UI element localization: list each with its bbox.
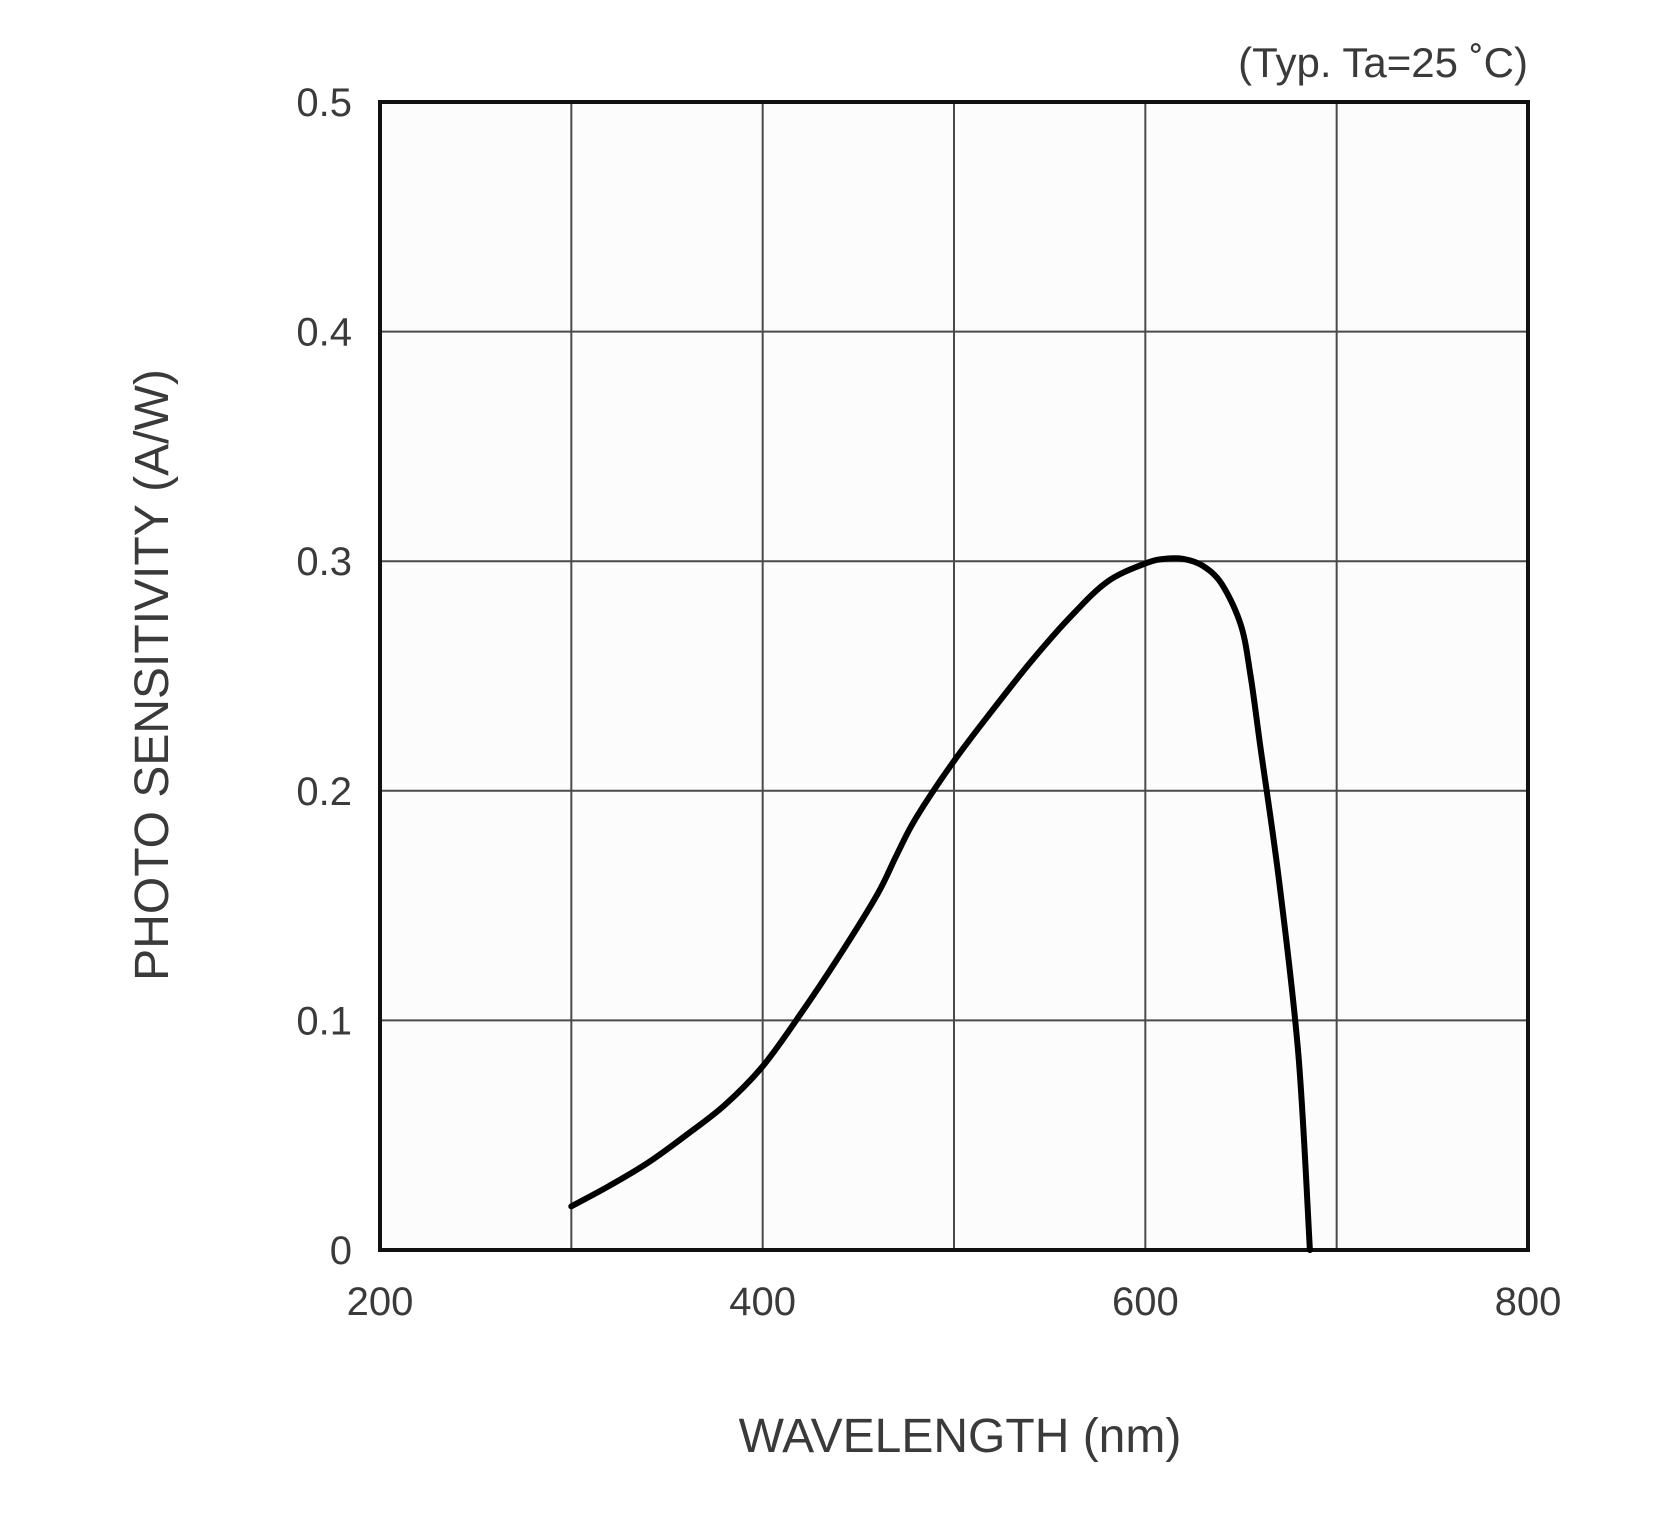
y-tick-labels: 0 0.1 0.2 0.3 0.4 0.5 [296,81,352,1273]
x-tick-label: 400 [729,1280,796,1324]
sensitivity-curve [568,555,1313,1253]
condition-annotation: (Typ. Ta=25 ˚C) [1238,39,1528,86]
y-axis-title: PHOTO SENSITIVITY (A/W) [126,369,179,981]
y-tick-label: 0.5 [296,81,352,125]
y-tick-label: 0.4 [296,311,352,355]
y-tick-label: 0.1 [296,999,352,1043]
y-tick-label: 0.2 [296,770,352,814]
x-tick-label: 800 [1495,1280,1562,1324]
y-tick-label: 0.3 [296,540,352,584]
x-axis-title: WAVELENGTH (nm) [739,1410,1182,1463]
grid [380,102,1528,1250]
plot-border [378,100,1530,1252]
x-tick-label: 600 [1112,1280,1179,1324]
x-tick-labels: 200 400 600 800 [347,1280,1562,1324]
y-tick-label: 0 [330,1229,352,1273]
x-tick-label: 200 [347,1280,414,1324]
